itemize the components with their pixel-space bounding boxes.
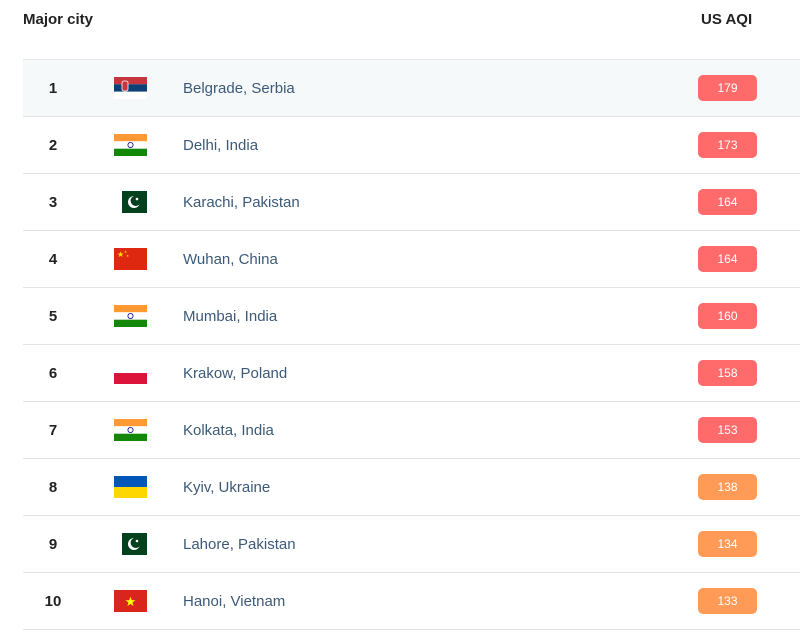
city-ranking-table: 1 Belgrade, Serbia 179 2 Delhi, India 173… xyxy=(23,59,800,630)
svg-text:★: ★ xyxy=(117,250,124,259)
rank: 5 xyxy=(48,307,58,325)
city-link[interactable]: Kolkata, India xyxy=(183,421,274,439)
flag-serbia-icon xyxy=(114,77,147,99)
aqi-badge: 164 xyxy=(698,189,757,215)
rank: 8 xyxy=(48,478,58,496)
city-link[interactable]: Kyiv, Ukraine xyxy=(183,478,271,496)
rank: 6 xyxy=(48,364,58,382)
aqi-badge: 179 xyxy=(698,75,757,101)
city-link[interactable]: Lahore, Pakistan xyxy=(183,535,296,553)
svg-text:★: ★ xyxy=(124,250,127,254)
table-row[interactable]: 9 Lahore, Pakistan 134 xyxy=(23,516,800,573)
city-link[interactable]: Krakow, Poland xyxy=(183,364,288,382)
table-row[interactable]: 10 ★ Hanoi, Vietnam 133 xyxy=(23,573,800,630)
aqi-badge: 133 xyxy=(698,588,757,614)
svg-text:★: ★ xyxy=(126,254,129,258)
table-row[interactable]: 2 Delhi, India 173 xyxy=(23,117,800,174)
city-link[interactable]: Wuhan, China xyxy=(183,250,278,268)
city-link[interactable]: Mumbai, India xyxy=(183,307,278,325)
table-row[interactable]: 7 Kolkata, India 153 xyxy=(23,402,800,459)
flag-india-icon xyxy=(114,305,147,327)
table-row[interactable]: 3 Karachi, Pakistan 164 xyxy=(23,174,800,231)
city-link[interactable]: Karachi, Pakistan xyxy=(183,193,300,211)
table-row[interactable]: 8 Kyiv, Ukraine 138 xyxy=(23,459,800,516)
rank: 7 xyxy=(48,421,58,439)
flag-china-icon: ★ ★ ★ xyxy=(114,248,147,270)
rank: 4 xyxy=(48,250,58,268)
column-header-aqi: US AQI xyxy=(701,11,753,28)
table-row[interactable]: 4 ★ ★ ★ Wuhan, China 164 xyxy=(23,231,800,288)
rank: 10 xyxy=(44,592,62,610)
flag-poland-icon xyxy=(114,362,147,384)
flag-pakistan-icon xyxy=(114,191,147,213)
flag-ukraine-icon xyxy=(114,476,147,498)
flag-vietnam-icon: ★ xyxy=(114,590,147,612)
city-link[interactable]: Delhi, India xyxy=(183,136,259,154)
city-link[interactable]: Belgrade, Serbia xyxy=(183,79,295,97)
aqi-badge: 164 xyxy=(698,246,757,272)
flag-pakistan-icon xyxy=(114,533,147,555)
flag-india-icon xyxy=(114,134,147,156)
aqi-badge: 160 xyxy=(698,303,757,329)
flag-india-icon xyxy=(114,419,147,441)
aqi-badge: 138 xyxy=(698,474,757,500)
svg-text:★: ★ xyxy=(125,594,137,609)
aqi-badge: 173 xyxy=(698,132,757,158)
aqi-badge: 153 xyxy=(698,417,757,443)
aqi-badge: 158 xyxy=(698,360,757,386)
rank: 3 xyxy=(48,193,58,211)
rank: 9 xyxy=(48,535,58,553)
table-row[interactable]: 6 Krakow, Poland 158 xyxy=(23,345,800,402)
rank: 2 xyxy=(48,136,58,154)
rank: 1 xyxy=(48,79,58,97)
city-link[interactable]: Hanoi, Vietnam xyxy=(183,592,286,610)
aqi-badge: 134 xyxy=(698,531,757,557)
column-header-city: Major city xyxy=(23,11,94,28)
table-row[interactable]: 1 Belgrade, Serbia 179 xyxy=(23,60,800,117)
table-row[interactable]: 5 Mumbai, India 160 xyxy=(23,288,800,345)
